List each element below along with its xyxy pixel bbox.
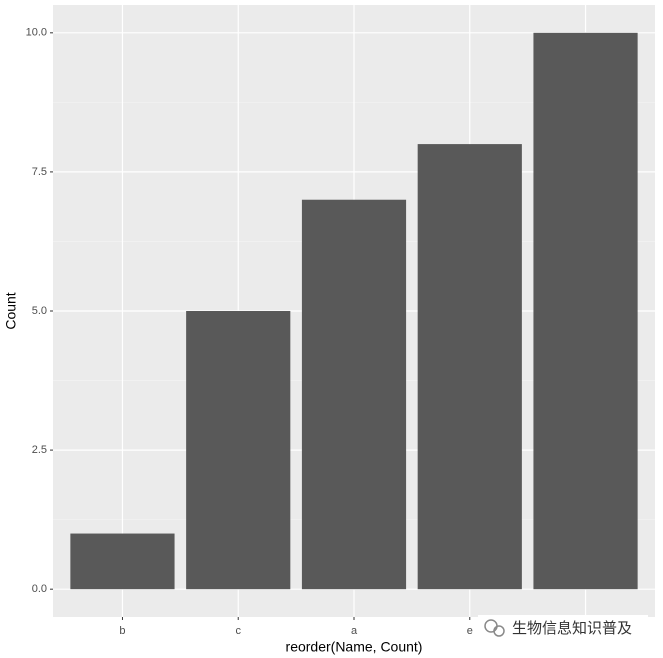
watermark-icon [493,625,505,637]
x-tick-label: e [467,625,473,637]
bar [70,533,175,590]
watermark-bg [478,615,648,643]
y-tick-label: 5.0 [32,305,47,317]
bar [301,199,407,590]
x-tick-label: b [119,625,125,637]
watermark: 生物信息知识普及 [478,615,648,643]
y-tick-label: 0.0 [32,583,47,595]
y-tick-label: 2.5 [32,444,47,456]
bars [70,32,638,590]
bar [417,144,522,590]
y-axis-title: Count [3,292,19,329]
bar [186,311,291,590]
bar [533,32,638,590]
axes: 0.02.55.07.510.0bcaed [26,27,589,637]
watermark-text: 生物信息知识普及 [512,620,632,637]
x-tick-label: c [235,625,241,637]
x-axis-title: reorder(Name, Count) [286,639,423,655]
x-tick-label: a [351,625,358,637]
y-tick-label: 10.0 [26,27,47,39]
y-tick-label: 7.5 [32,166,47,178]
